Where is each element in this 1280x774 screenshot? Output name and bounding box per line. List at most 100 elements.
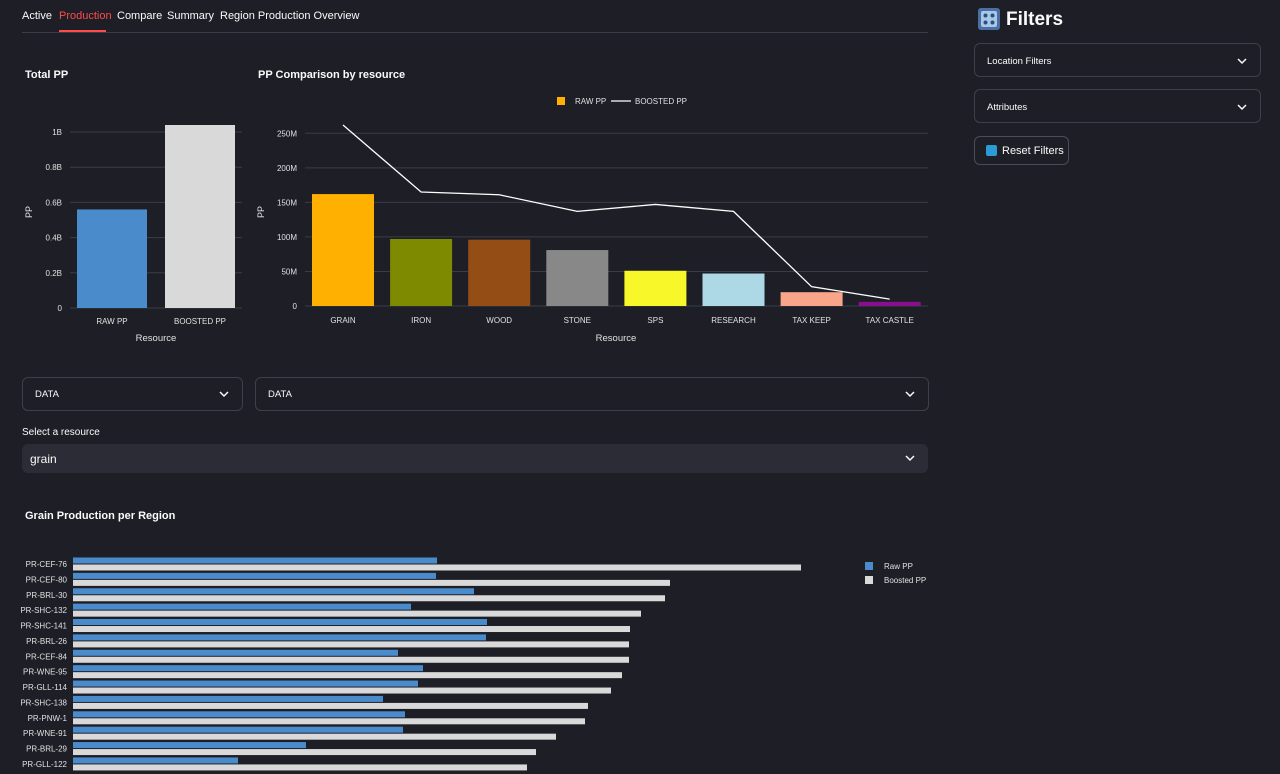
sidebar-title: Filters: [1006, 9, 1064, 30]
boosted-pp-bar: [73, 718, 585, 725]
boosted-pp-bar: [73, 702, 588, 709]
attributes-label: Attributes: [987, 102, 1028, 113]
data-dropdown-2[interactable]: DATA: [255, 377, 929, 411]
active-tab-indicator: [59, 30, 106, 32]
x-tick-label: STONE: [564, 316, 591, 325]
boosted-pp-bar: [73, 656, 629, 663]
tab-active[interactable]: Active: [22, 10, 52, 22]
y-tick-label: 0.4B: [46, 234, 62, 243]
x-tick-label: BOOSTED PP: [174, 317, 226, 326]
y-axis-label: PP: [256, 206, 266, 218]
raw-pp-bar: [73, 680, 418, 687]
bar-stone: [546, 250, 609, 306]
bar-iron: [390, 238, 453, 306]
resource-select-label: Select a resource: [22, 427, 100, 438]
raw-pp-bar: [73, 619, 487, 626]
refresh-icon: [986, 145, 997, 156]
bar-wood: [468, 239, 531, 306]
x-tick-label: IRON: [411, 316, 431, 325]
tab-bar: Active Production Compare Summary Region…: [22, 0, 928, 33]
region-label: PR-WNE-91: [23, 729, 68, 738]
boosted-pp-bar: [73, 595, 665, 602]
bar-research: [702, 273, 765, 306]
region-label: PR-CEF-80: [26, 575, 68, 584]
raw-pp-bar: [73, 557, 437, 564]
region-label: PR-BRL-29: [26, 745, 67, 754]
region-label: PR-CEF-76: [26, 560, 68, 569]
tab-compare[interactable]: Compare: [117, 10, 163, 22]
region-label: PR-GLL-114: [23, 683, 68, 692]
raw-pp-bar: [73, 603, 411, 610]
chevron-down-icon: [1237, 104, 1247, 111]
y-tick-label: 50M: [281, 267, 297, 276]
y-tick-label: 150M: [277, 198, 297, 207]
region-label: PR-BRL-30: [26, 591, 67, 600]
pp-comparison-chart: 0 50M 100M 150M 200M 250M GRAIN IRON WOOD STONE SP…: [256, 97, 928, 344]
total-pp-chart: 0 0.2B 0.4B 0.6B 0.8B 1B RAW PP BOOSTED PP Resou…: [24, 125, 242, 344]
region-label: PR-SHC-141: [20, 622, 67, 631]
y-tick-label: 100M: [277, 233, 297, 242]
chevron-down-icon: [1237, 58, 1247, 65]
data-dropdown-1[interactable]: DATA: [22, 377, 243, 411]
x-tick-label: WOOD: [486, 316, 512, 325]
raw-pp-bar: [73, 665, 423, 672]
legend-label-raw-pp: Raw PP: [884, 562, 913, 571]
x-axis-label: Resource: [136, 333, 177, 344]
bar-sps: [624, 270, 687, 306]
boosted-pp-bar: [73, 641, 629, 648]
boosted-pp-bar: [73, 564, 801, 571]
legend-label-raw-pp: RAW PP: [575, 97, 606, 106]
legend-swatch-boosted-pp: [865, 576, 873, 584]
tab-region-production-overview[interactable]: Region Production Overview: [220, 10, 360, 22]
boosted-pp-bar: [73, 749, 536, 756]
raw-pp-bar: [73, 572, 436, 579]
x-tick-label: GRAIN: [330, 316, 356, 325]
sidebar: [950, 0, 1280, 774]
main-panel: Active Production Compare Summary Region…: [0, 0, 950, 774]
y-axis-label: PP: [24, 206, 34, 218]
y-tick-label: 1B: [52, 128, 62, 137]
grain-production-title: Grain Production per Region: [25, 510, 176, 522]
region-label: PR-BRL-26: [26, 637, 67, 646]
y-tick-label: 0.2B: [46, 269, 62, 278]
legend-swatch-raw-pp: [557, 97, 565, 105]
region-label: PR-SHC-132: [20, 606, 67, 615]
bar-tax-castle: [858, 301, 921, 306]
chevron-down-icon: [905, 391, 915, 398]
y-tick-label: 200M: [277, 164, 297, 173]
raw-pp-bar: [73, 634, 486, 641]
location-filters-label: Location Filters: [987, 56, 1052, 67]
tab-production[interactable]: Production: [59, 10, 112, 22]
bar-tax-keep: [780, 292, 843, 306]
reset-filters-label: Reset Filters: [1002, 145, 1064, 157]
location-filters-dropdown[interactable]: Location Filters: [974, 43, 1261, 77]
reset-filters-button[interactable]: Reset Filters: [974, 136, 1069, 165]
y-tick-label: 0: [58, 304, 63, 313]
raw-pp-bar: [73, 711, 405, 718]
raw-pp-bar: [73, 757, 238, 764]
boosted-pp-bar: [73, 687, 611, 694]
y-tick-label: 250M: [277, 129, 297, 138]
raw-pp-bar: [73, 695, 383, 702]
data-dropdown-2-label: DATA: [268, 389, 292, 400]
x-tick-label: RESEARCH: [711, 316, 756, 325]
raw-pp-bar: [73, 588, 474, 595]
total-pp-title: Total PP: [25, 69, 69, 81]
bar-raw-pp: [77, 209, 147, 308]
legend-label-boosted-pp: BOOSTED PP: [635, 97, 687, 106]
region-label: PR-SHC-138: [20, 698, 67, 707]
boosted-pp-bar: [73, 764, 527, 771]
x-axis-label: Resource: [596, 333, 637, 344]
tab-summary[interactable]: Summary: [167, 10, 215, 22]
x-tick-label: RAW PP: [96, 317, 127, 326]
pp-comparison-title: PP Comparison by resource: [258, 69, 406, 81]
resource-select[interactable]: grain: [22, 444, 928, 473]
raw-pp-bar: [73, 649, 398, 656]
resource-select-value: grain: [30, 452, 57, 466]
raw-pp-bar: [73, 742, 306, 749]
filter-icon: [978, 8, 1000, 30]
region-label: PR-PNW-1: [28, 714, 68, 723]
chevron-down-icon: [905, 455, 915, 462]
grain-production-chart: PR-CEF-76 PR-CEF-80 PR-BRL-30 PR-SHC-132 PR-…: [20, 557, 926, 771]
attributes-dropdown[interactable]: Attributes: [974, 89, 1261, 123]
